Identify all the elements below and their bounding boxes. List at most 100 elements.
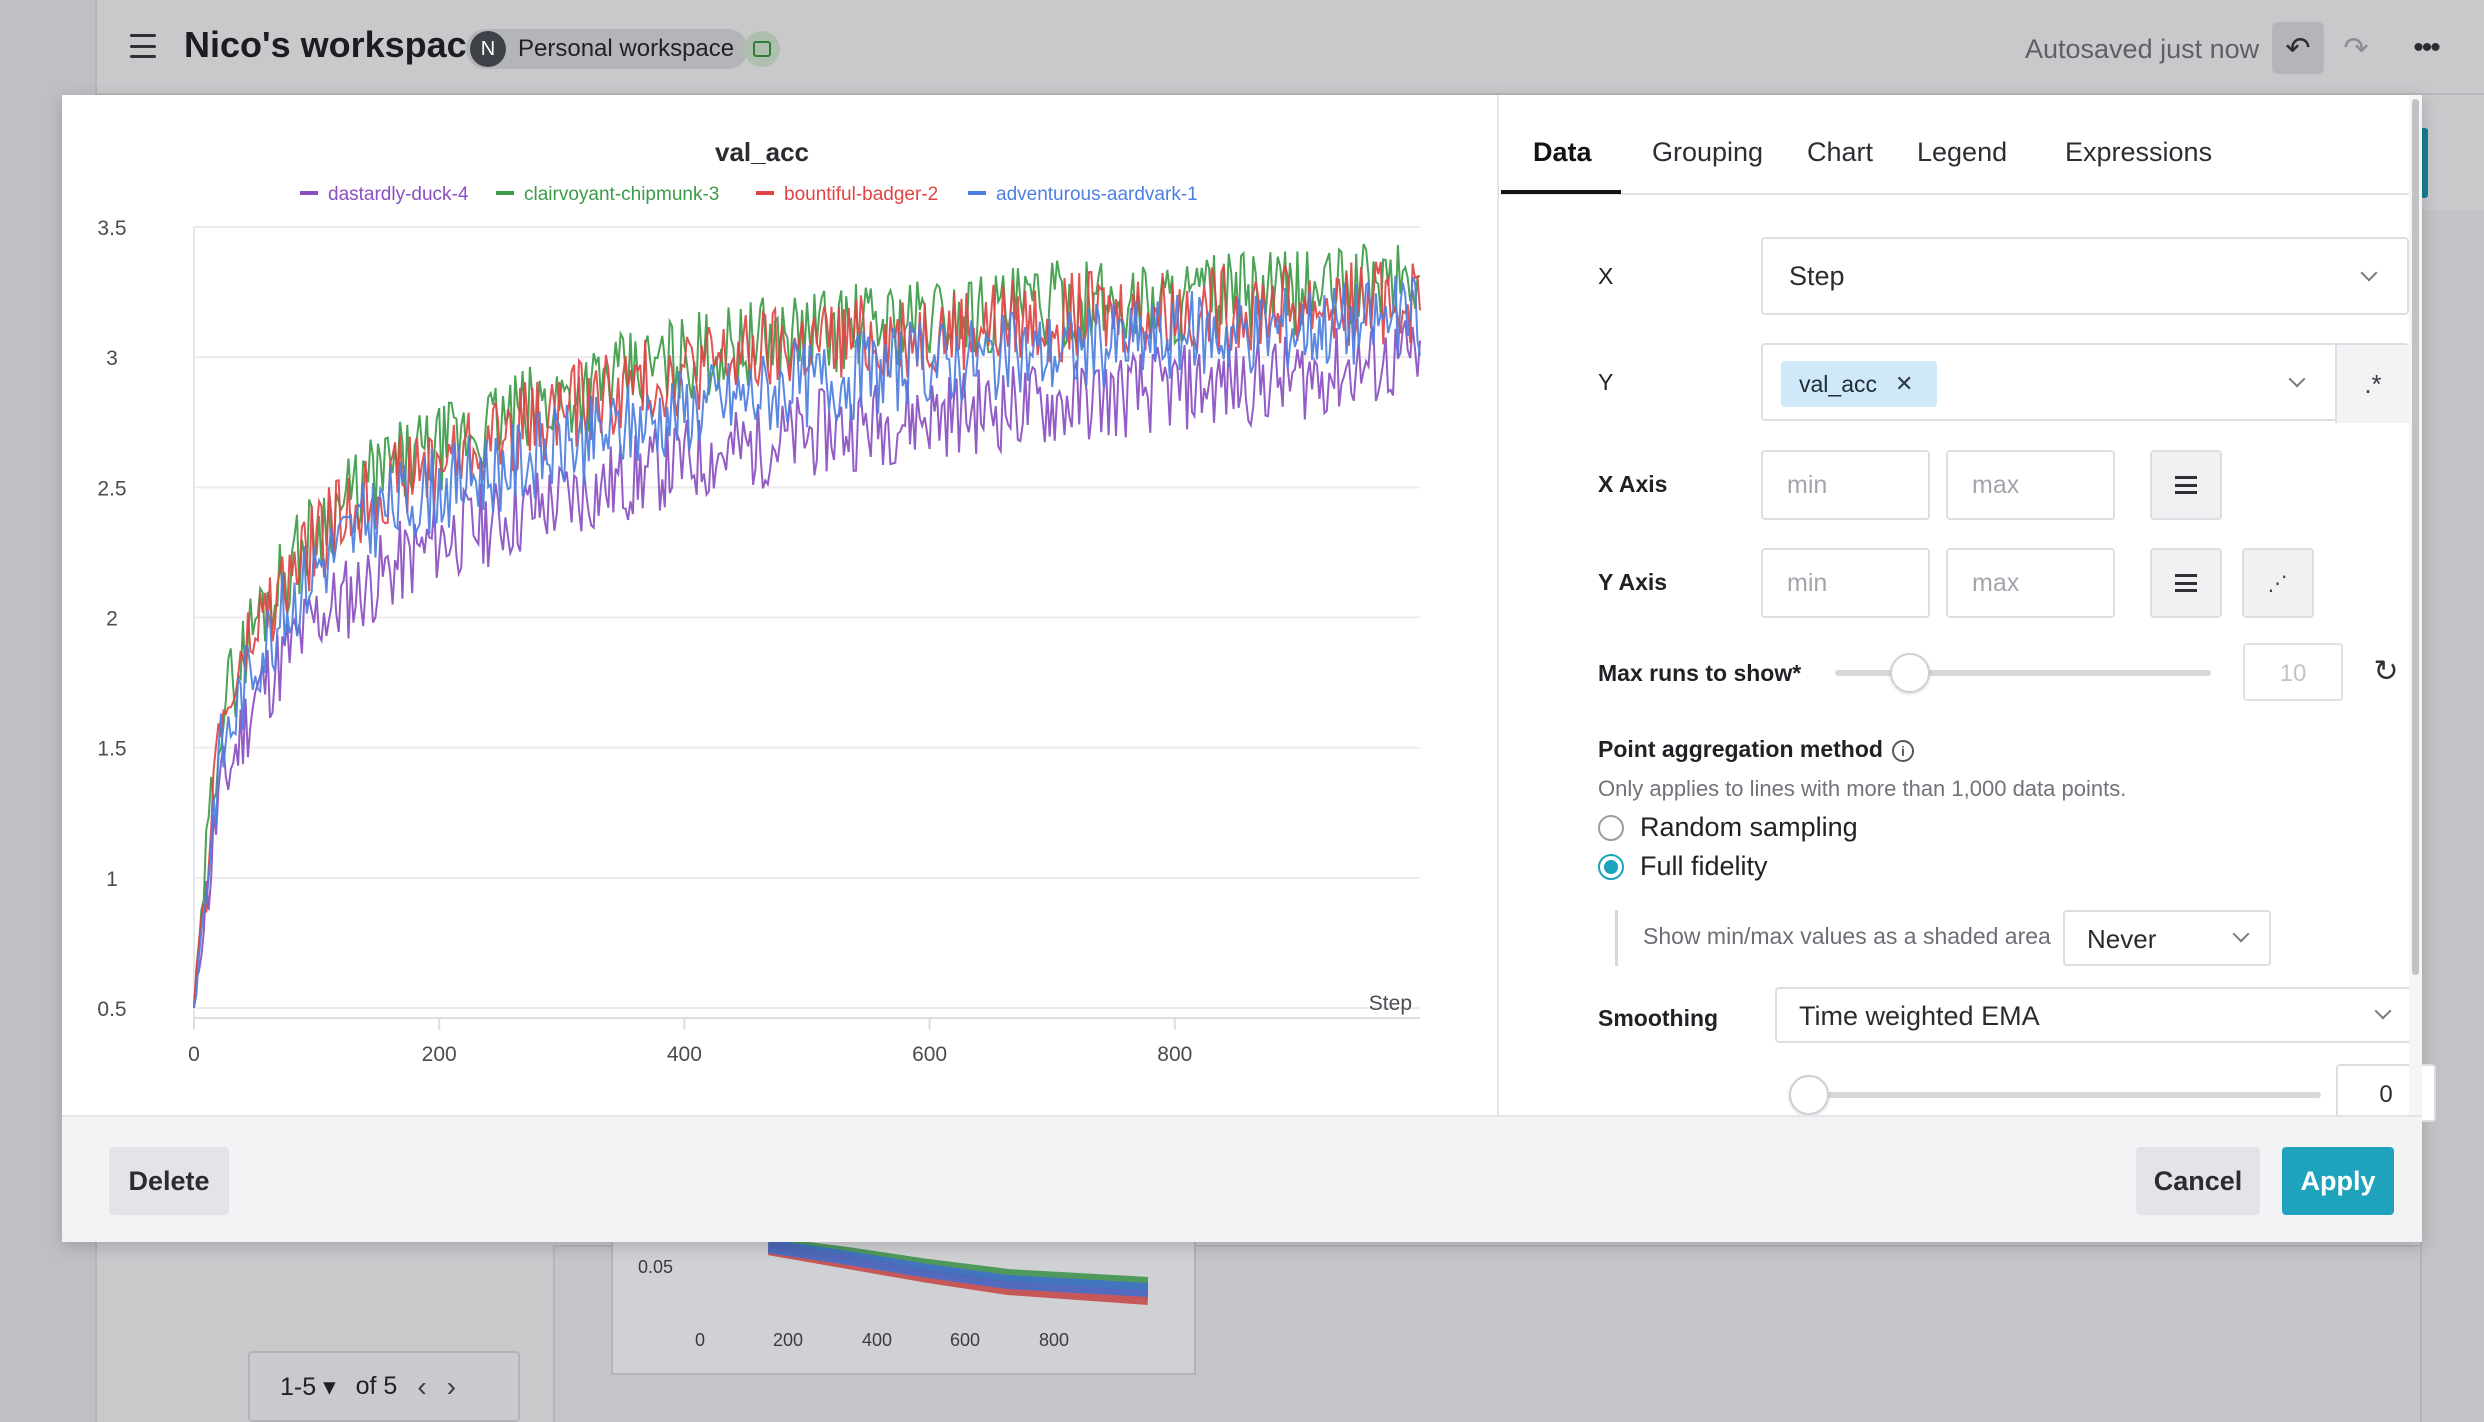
smoothing-select[interactable]: Time weighted EMA [1775,987,2416,1043]
x-axis-label: Step [1369,992,1412,1015]
delete-button[interactable]: Delete [109,1147,229,1215]
y-axis-range-label: Y Axis [1598,569,1668,595]
tab-chart[interactable]: Chart [1807,137,1874,167]
smoothing-slider[interactable] [1797,1092,2321,1098]
shaded-area-value: Never [2087,924,2157,954]
y-tick-label: 2.5 [97,477,126,500]
background-xtick: 600 [949,1330,981,1350]
series-line-bountiful-badger-2 [193,261,1421,1009]
modal-body: val_acc dastardly-duck-4 clairvoyant-chipm… [62,95,2436,1122]
x-tick-label: 800 [1157,1043,1192,1066]
background-right-strip [2420,210,2484,1422]
background-accent-button[interactable] [2418,128,2428,198]
smoothing-slider-knob[interactable] [1789,1075,1829,1115]
y-axis-linear-scale-button[interactable] [2150,548,2222,618]
tab-grouping[interactable]: Grouping [1652,137,1764,167]
line-chart[interactable]: val_acc dastardly-duck-4 clairvoyant-chipm… [62,95,1499,1115]
reset-icon[interactable]: ↻ [2373,655,2399,688]
max-runs-slider[interactable] [1835,670,2211,676]
close-icon[interactable]: ✕ [1894,371,1914,396]
prev-page-icon[interactable]: ‹ [417,1370,427,1402]
saved-view-icon[interactable] [744,31,780,67]
modal-footer: Delete Cancel Apply [62,1115,2422,1242]
max-runs-slider-knob[interactable] [1890,653,1931,693]
y-metric-chip-label: val_acc [1799,370,1877,397]
x-axis-min-input[interactable] [1761,450,1930,520]
y-tick-label: 1.5 [97,738,126,761]
pager-range-select[interactable]: 1-5 ▾ [280,1372,336,1401]
x-axis-linear-scale-button[interactable] [2150,450,2222,520]
apply-button[interactable]: Apply [2282,1147,2394,1215]
scrollbar-thumb[interactable] [2412,99,2419,975]
random-sampling-radio[interactable] [1598,814,1624,841]
legend-label: clairvoyant-chipmunk-3 [524,184,719,205]
random-sampling-option[interactable]: Random sampling [1598,812,1858,843]
tab-expressions[interactable]: Expressions [2065,137,2213,167]
chart-preview: val_acc dastardly-duck-4 clairvoyant-chipm… [62,95,1499,1115]
autosave-status: Autosaved just now [2025,34,2260,64]
y-axis-log-scale-button[interactable]: ⋰ [2242,548,2314,618]
background-chart-lines [768,1240,1148,1305]
y-tick-label: 0.5 [97,998,126,1021]
more-options-icon[interactable]: ••• [2413,31,2441,64]
menu-icon[interactable] [130,34,156,58]
info-icon[interactable]: i [1892,740,1914,762]
tab-data[interactable]: Data [1533,137,1592,167]
x-axis-select[interactable]: Step [1761,237,2409,315]
full-fidelity-option[interactable]: Full fidelity [1598,851,1768,882]
edit-panel-modal: val_acc dastardly-duck-4 clairvoyant-chipm… [62,95,2436,1242]
chevron-down-icon [2232,925,2250,943]
y-tick-label: 1 [106,868,118,891]
y-label: Y [1598,369,1614,395]
shaded-area-select[interactable]: Never [2063,910,2271,966]
tab-legend[interactable]: Legend [1917,137,2008,167]
next-page-icon[interactable]: › [446,1370,456,1402]
smoothing-label: Smoothing [1598,1005,1719,1031]
workspace-title: Nico's workspace [184,24,487,65]
background-chart-ytick: 0.05 [638,1257,674,1277]
x-tick-label: 200 [422,1043,457,1066]
cancel-button[interactable]: Cancel [2136,1147,2260,1215]
workspace-type-label: Personal workspace [518,35,735,62]
background-xtick: 400 [861,1330,893,1350]
x-axis-max-input[interactable] [1946,450,2115,520]
y-tick-label: 2 [106,608,118,631]
series-line-dastardly-duck-4 [193,320,1421,1005]
x-axis-value: Step [1789,261,1845,291]
y-tick-label: 3 [106,347,118,370]
x-tick-label: 0 [188,1043,200,1066]
aggregation-label: Point aggregation method [1598,736,1883,762]
chevron-down-icon [2360,264,2378,282]
y-tick-label: 3.5 [97,217,126,240]
workspace-type-pill[interactable]: N Personal workspace [466,29,749,69]
x-tick-label: 400 [667,1043,702,1066]
full-fidelity-label: Full fidelity [1640,851,1768,881]
settings-panel: Data Grouping Chart Legend Expressions X… [1501,95,2436,1122]
max-runs-input[interactable]: 10 [2243,643,2343,701]
legend-label: adventurous-aardvark-1 [996,184,1198,205]
panel-pager: 1-5 ▾ of 5 ‹ › [248,1351,520,1422]
full-fidelity-radio[interactable] [1598,853,1624,880]
y-axis-max-input[interactable] [1946,548,2115,618]
background-chart-xticks: 0 200 400 600 800 [690,1330,1110,1354]
settings-scrollbar[interactable] [2409,95,2422,1115]
redo-icon[interactable]: ↷ [2343,31,2369,65]
y-metric-chip: val_acc ✕ [1781,361,1938,407]
active-tab-underline [1501,190,1621,194]
lines-icon [2175,574,2197,592]
scatter-icon: ⋰ [2267,572,2289,595]
regex-toggle-button[interactable]: .* [2335,345,2409,423]
random-sampling-label: Random sampling [1640,812,1858,842]
y-axis-min-input[interactable] [1761,548,1930,618]
aggregation-hint: Only applies to lines with more than 1,0… [1598,776,2127,801]
indent-bar [1615,910,1618,966]
pager-range-value: 1-5 [280,1372,317,1401]
legend-label: dastardly-duck-4 [328,184,469,205]
undo-icon[interactable]: ↶ [2272,22,2324,74]
max-runs-label: Max runs to show* [1598,660,1802,686]
chevron-down-icon [2288,370,2306,388]
series-line-adventurous-aardvark-1 [193,275,1421,1008]
y-metric-select[interactable]: val_acc ✕ .* [1761,343,2409,423]
pager-total: of 5 [355,1372,398,1400]
legend-label: bountiful-badger-2 [784,184,938,205]
